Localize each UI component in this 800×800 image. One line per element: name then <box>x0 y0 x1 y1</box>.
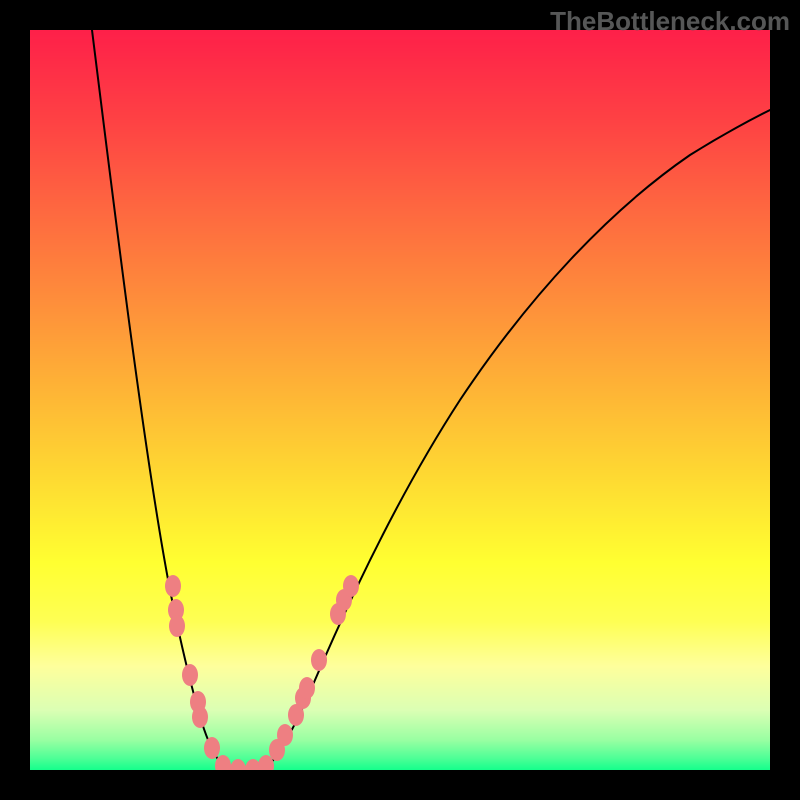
curve-marker-dot <box>230 759 246 770</box>
curve-marker-dot <box>277 724 293 746</box>
curve-marker-dot <box>169 615 185 637</box>
curve-marker-dot <box>299 677 315 699</box>
curve-marker-dot <box>343 575 359 597</box>
curve-marker-dot <box>182 664 198 686</box>
curve-marker-dot <box>165 575 181 597</box>
chart-curves <box>30 30 770 770</box>
watermark-text: TheBottleneck.com <box>550 6 790 37</box>
curve-marker-dot <box>311 649 327 671</box>
curve-marker-dot <box>192 706 208 728</box>
curve-marker-dot <box>204 737 220 759</box>
curve-right-branch <box>262 110 770 770</box>
curve-left-branch <box>92 30 228 770</box>
